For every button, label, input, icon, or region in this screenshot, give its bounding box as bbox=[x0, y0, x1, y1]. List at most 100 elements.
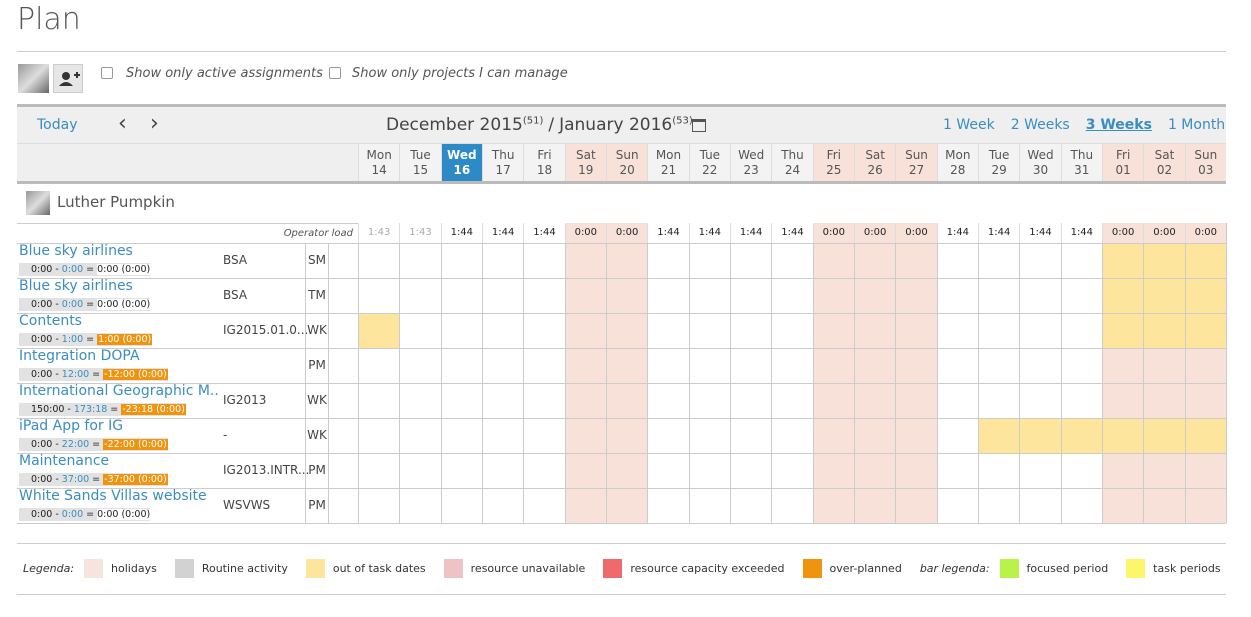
plan-cell[interactable] bbox=[854, 453, 896, 488]
plan-cell[interactable] bbox=[399, 243, 441, 278]
plan-cell[interactable] bbox=[1060, 488, 1102, 523]
plan-cell[interactable] bbox=[688, 488, 730, 523]
plan-cell[interactable] bbox=[482, 488, 524, 523]
plan-cell[interactable] bbox=[1060, 348, 1102, 383]
plan-cell[interactable] bbox=[936, 383, 978, 418]
plan-cell[interactable] bbox=[1184, 383, 1226, 418]
day-header[interactable]: Tue 15 bbox=[399, 143, 441, 181]
plan-cell[interactable] bbox=[895, 278, 937, 313]
today-link[interactable]: Today bbox=[37, 117, 78, 133]
plan-cell[interactable] bbox=[523, 278, 565, 313]
day-header[interactable]: Sat 26 bbox=[854, 143, 896, 181]
day-header[interactable]: Thu 24 bbox=[771, 143, 813, 181]
plan-cell[interactable] bbox=[399, 488, 441, 523]
plan-cell[interactable] bbox=[564, 278, 606, 313]
plan-cell[interactable] bbox=[564, 488, 606, 523]
day-header[interactable]: Sat 19 bbox=[564, 143, 606, 181]
plan-cell[interactable] bbox=[482, 453, 524, 488]
plan-cell[interactable] bbox=[1143, 243, 1185, 278]
plan-cell[interactable] bbox=[523, 313, 565, 348]
plan-cell[interactable] bbox=[399, 453, 441, 488]
plan-cell[interactable] bbox=[936, 243, 978, 278]
plan-cell[interactable] bbox=[978, 348, 1020, 383]
plan-cell[interactable] bbox=[895, 313, 937, 348]
plan-cell[interactable] bbox=[730, 383, 772, 418]
plan-cell[interactable] bbox=[1102, 243, 1144, 278]
day-header[interactable]: Wed 30 bbox=[1019, 143, 1061, 181]
plan-cell[interactable] bbox=[730, 453, 772, 488]
plan-cell[interactable] bbox=[1184, 243, 1226, 278]
plan-cell[interactable] bbox=[564, 418, 606, 453]
assignment-name[interactable]: White Sands Villas website bbox=[19, 488, 207, 504]
day-header[interactable]: Fri 01 bbox=[1102, 143, 1144, 181]
plan-cell[interactable] bbox=[1184, 488, 1226, 523]
plan-cell[interactable] bbox=[895, 348, 937, 383]
day-header[interactable]: Mon 28 bbox=[936, 143, 978, 181]
plan-cell[interactable] bbox=[1184, 348, 1226, 383]
plan-cell[interactable] bbox=[606, 488, 648, 523]
plan-cell[interactable] bbox=[688, 383, 730, 418]
plan-cell[interactable] bbox=[358, 383, 400, 418]
plan-cell[interactable] bbox=[771, 383, 813, 418]
assignment-name[interactable]: Contents bbox=[19, 313, 82, 329]
plan-cell[interactable] bbox=[647, 418, 689, 453]
plan-cell[interactable] bbox=[358, 278, 400, 313]
plan-cell[interactable] bbox=[1060, 418, 1102, 453]
plan-cell[interactable] bbox=[399, 278, 441, 313]
plan-cell[interactable] bbox=[564, 453, 606, 488]
plan-cell[interactable] bbox=[482, 418, 524, 453]
plan-cell[interactable] bbox=[606, 348, 648, 383]
plan-cell[interactable] bbox=[1102, 348, 1144, 383]
next-button[interactable]: › bbox=[150, 111, 159, 136]
day-header[interactable]: Sun 20 bbox=[606, 143, 648, 181]
plan-cell[interactable] bbox=[440, 243, 482, 278]
plan-cell[interactable] bbox=[1184, 313, 1226, 348]
plan-cell[interactable] bbox=[482, 278, 524, 313]
plan-cell[interactable] bbox=[1019, 453, 1061, 488]
plan-cell[interactable] bbox=[1060, 278, 1102, 313]
plan-cell[interactable] bbox=[812, 313, 854, 348]
assignment-name[interactable]: International Geographic M... bbox=[19, 383, 219, 399]
plan-cell[interactable] bbox=[523, 243, 565, 278]
day-header[interactable]: Mon 14 bbox=[358, 143, 400, 181]
plan-cell[interactable] bbox=[688, 418, 730, 453]
plan-cell[interactable] bbox=[771, 453, 813, 488]
plan-cell[interactable] bbox=[1060, 453, 1102, 488]
plan-cell[interactable] bbox=[730, 243, 772, 278]
plan-cell[interactable] bbox=[854, 243, 896, 278]
plan-cell[interactable] bbox=[523, 453, 565, 488]
plan-cell[interactable] bbox=[978, 488, 1020, 523]
prev-button[interactable]: ‹ bbox=[118, 111, 127, 136]
plan-cell[interactable] bbox=[895, 418, 937, 453]
plan-cell[interactable] bbox=[358, 313, 400, 348]
plan-cell[interactable] bbox=[1102, 453, 1144, 488]
plan-cell[interactable] bbox=[688, 453, 730, 488]
plan-cell[interactable] bbox=[1102, 383, 1144, 418]
plan-cell[interactable] bbox=[647, 313, 689, 348]
day-header[interactable]: Tue 22 bbox=[688, 143, 730, 181]
plan-cell[interactable] bbox=[399, 348, 441, 383]
plan-cell[interactable] bbox=[854, 488, 896, 523]
plan-cell[interactable] bbox=[771, 278, 813, 313]
plan-cell[interactable] bbox=[564, 383, 606, 418]
plan-cell[interactable] bbox=[1143, 278, 1185, 313]
assignment-name[interactable]: Maintenance bbox=[19, 453, 110, 469]
view-link[interactable]: 1 Month bbox=[1167, 117, 1226, 133]
plan-cell[interactable] bbox=[358, 243, 400, 278]
plan-cell[interactable] bbox=[730, 418, 772, 453]
day-header[interactable]: Thu 31 bbox=[1060, 143, 1102, 181]
plan-cell[interactable] bbox=[564, 348, 606, 383]
plan-cell[interactable] bbox=[523, 418, 565, 453]
plan-cell[interactable] bbox=[854, 278, 896, 313]
plan-cell[interactable] bbox=[812, 278, 854, 313]
plan-cell[interactable] bbox=[812, 453, 854, 488]
plan-cell[interactable] bbox=[606, 243, 648, 278]
plan-cell[interactable] bbox=[812, 383, 854, 418]
plan-cell[interactable] bbox=[1019, 243, 1061, 278]
plan-cell[interactable] bbox=[688, 348, 730, 383]
plan-cell[interactable] bbox=[812, 243, 854, 278]
calendar-icon[interactable] bbox=[692, 119, 706, 132]
plan-cell[interactable] bbox=[606, 453, 648, 488]
plan-cell[interactable] bbox=[730, 488, 772, 523]
day-header[interactable]: Sun 27 bbox=[895, 143, 937, 181]
